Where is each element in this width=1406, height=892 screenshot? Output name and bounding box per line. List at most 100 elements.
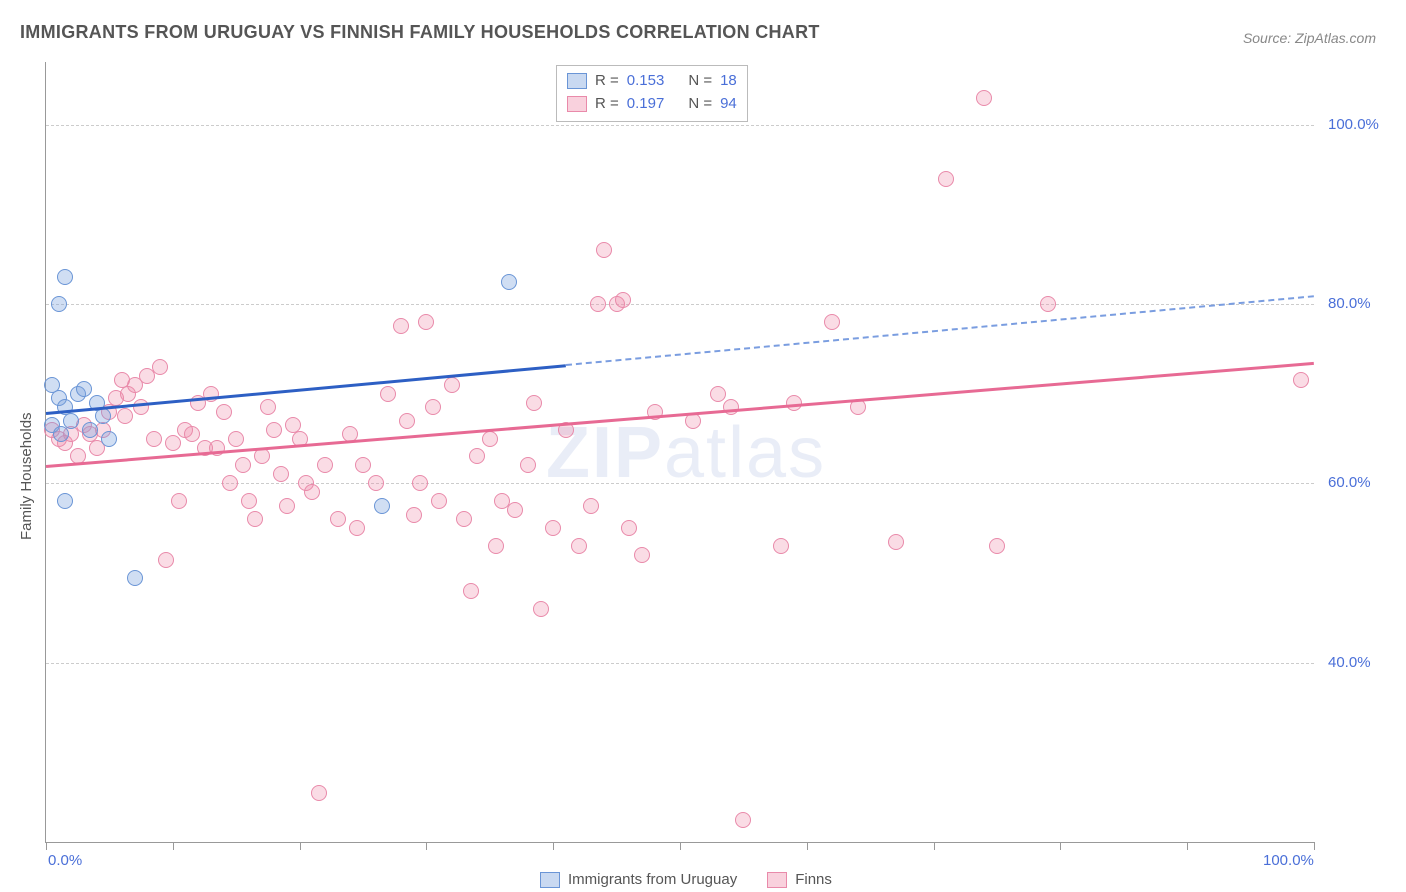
data-point-pink <box>526 395 542 411</box>
gridline-h <box>46 304 1314 305</box>
y-tick-label: 60.0% <box>1328 474 1371 491</box>
data-point-pink <box>1040 296 1056 312</box>
data-point-blue <box>53 426 69 442</box>
x-tick <box>553 842 554 850</box>
data-point-pink <box>412 475 428 491</box>
data-point-pink <box>533 601 549 617</box>
legend-item: Immigrants from Uruguay <box>540 871 737 888</box>
legend-swatch <box>540 872 560 888</box>
legend-n-label: N = <box>688 70 712 93</box>
data-point-pink <box>735 812 751 828</box>
data-point-pink <box>406 507 422 523</box>
data-point-pink <box>158 552 174 568</box>
data-point-pink <box>368 475 384 491</box>
legend-r-label: R = <box>595 70 619 93</box>
data-point-pink <box>317 457 333 473</box>
y-axis-label: Family Households <box>18 412 35 540</box>
trend-line-pink <box>46 362 1314 468</box>
data-point-pink <box>425 399 441 415</box>
legend-n-label: N = <box>688 93 712 116</box>
data-point-pink <box>469 448 485 464</box>
data-point-pink <box>311 785 327 801</box>
data-point-pink <box>228 431 244 447</box>
data-point-pink <box>330 511 346 527</box>
data-point-pink <box>393 318 409 334</box>
data-point-pink <box>773 538 789 554</box>
data-point-pink <box>285 417 301 433</box>
chart-plot-area: ZIPatlas R =0.153N =18R =0.197N =94 <box>45 62 1314 843</box>
data-point-pink <box>216 404 232 420</box>
data-point-pink <box>989 538 1005 554</box>
legend-label: Finns <box>795 871 832 888</box>
series-legend: Immigrants from Uruguay Finns <box>540 871 832 888</box>
x-tick-label-left: 0.0% <box>48 852 82 869</box>
x-tick <box>1187 842 1188 850</box>
data-point-pink <box>596 242 612 258</box>
data-point-pink <box>349 520 365 536</box>
data-point-pink <box>1293 372 1309 388</box>
legend-label: Immigrants from Uruguay <box>568 871 737 888</box>
legend-row: R = 0.197 N = 94 <box>567 93 737 116</box>
data-point-pink <box>152 359 168 375</box>
x-tick <box>426 842 427 850</box>
data-point-pink <box>260 399 276 415</box>
data-point-pink <box>634 547 650 563</box>
correlation-legend: R = 0.153 N = 18 R = 0.197 N = 94 <box>556 65 748 122</box>
data-point-pink <box>590 296 606 312</box>
x-tick-label-right: 100.0% <box>1263 852 1314 869</box>
legend-n-value: 94 <box>720 93 737 116</box>
data-point-pink <box>463 583 479 599</box>
data-point-pink <box>621 520 637 536</box>
data-point-pink <box>710 386 726 402</box>
x-tick <box>1060 842 1061 850</box>
gridline-h <box>46 125 1314 126</box>
x-tick <box>807 842 808 850</box>
legend-swatch <box>567 96 587 112</box>
y-tick-label: 80.0% <box>1328 295 1371 312</box>
legend-swatch <box>767 872 787 888</box>
data-point-pink <box>133 399 149 415</box>
data-point-pink <box>520 457 536 473</box>
data-point-pink <box>247 511 263 527</box>
data-point-pink <box>431 493 447 509</box>
legend-r-value: 0.197 <box>627 93 665 116</box>
data-point-blue <box>82 422 98 438</box>
x-tick <box>934 842 935 850</box>
data-point-blue <box>101 431 117 447</box>
legend-n-value: 18 <box>720 70 737 93</box>
chart-title: IMMIGRANTS FROM URUGUAY VS FINNISH FAMIL… <box>20 22 820 43</box>
x-tick <box>680 842 681 850</box>
data-point-blue <box>63 413 79 429</box>
legend-r-value: 0.153 <box>627 70 665 93</box>
data-point-pink <box>222 475 238 491</box>
data-point-pink <box>355 457 371 473</box>
data-point-pink <box>824 314 840 330</box>
data-point-pink <box>184 426 200 442</box>
data-point-pink <box>273 466 289 482</box>
data-point-pink <box>418 314 434 330</box>
data-point-pink <box>482 431 498 447</box>
data-point-pink <box>235 457 251 473</box>
data-point-pink <box>380 386 396 402</box>
data-point-pink <box>488 538 504 554</box>
data-point-pink <box>117 408 133 424</box>
data-point-blue <box>57 493 73 509</box>
data-point-blue <box>501 274 517 290</box>
data-point-pink <box>165 435 181 451</box>
data-point-pink <box>171 493 187 509</box>
data-point-pink <box>571 538 587 554</box>
data-point-pink <box>266 422 282 438</box>
data-point-pink <box>938 171 954 187</box>
x-tick <box>46 842 47 850</box>
legend-swatch <box>567 73 587 89</box>
data-point-pink <box>545 520 561 536</box>
legend-r-label: R = <box>595 93 619 116</box>
data-point-blue <box>95 408 111 424</box>
data-point-pink <box>507 502 523 518</box>
data-point-pink <box>304 484 320 500</box>
data-point-pink <box>583 498 599 514</box>
data-point-blue <box>76 381 92 397</box>
x-tick <box>1314 842 1315 850</box>
data-point-pink <box>888 534 904 550</box>
data-point-blue <box>51 296 67 312</box>
